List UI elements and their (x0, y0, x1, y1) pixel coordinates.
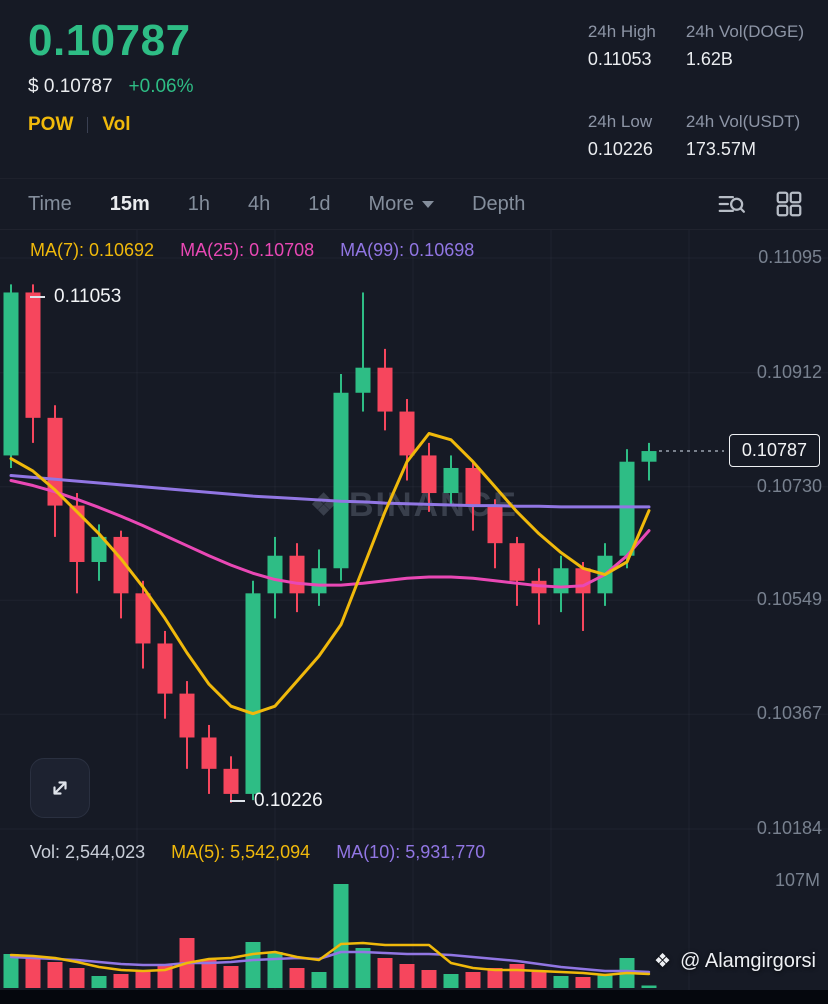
stats-grid: 24h High 0.11053 24h Vol(DOGE) 1.62B 24h… (588, 22, 804, 178)
volume-legend: Vol: 2,544,023 MA(5): 5,542,094 MA(10): … (30, 842, 485, 863)
more-dropdown[interactable]: More (368, 192, 435, 216)
fiat-price: $ 0.10787 (28, 76, 113, 98)
ma99-legend: MA(99): 0.10698 (340, 240, 475, 260)
volume-current: Vol: 2,544,023 (30, 842, 146, 862)
last-price-tag: 0.10787 (728, 434, 820, 468)
price-change: +0.06% (128, 76, 194, 98)
ma-legend: MA(7): 0.10692 MA(25): 0.10708 MA(99): 0… (30, 240, 474, 261)
price-block: 0.10787 $ 0.10787 +0.06% POW Vol (28, 16, 194, 178)
annotation-tick (230, 800, 245, 802)
price-chart[interactable]: ❖ BINANCE MA(7): 0.10692 MA(25): 0.10708… (0, 230, 828, 840)
last-price: 0.10787 (28, 16, 191, 65)
volume-axis-label: 107M (774, 870, 820, 890)
timeframe-toolbar: Time 15m 1h 4h 1d More Depth (0, 178, 828, 230)
ticker-header: 0.10787 $ 0.10787 +0.06% POW Vol 24h Hig… (0, 0, 828, 178)
signature-watermark-text: @ Alamgirgorsi (680, 950, 816, 972)
low-annotation-value: 0.10226 (254, 790, 323, 811)
stat-value: 1.62B (685, 49, 733, 69)
stat-label: 24h High (587, 22, 656, 41)
ma25-legend: MA(25): 0.10708 (180, 240, 315, 260)
pow-tag[interactable]: POW (28, 114, 74, 136)
stat-24h-low: 24h Low 0.10226 (588, 112, 656, 178)
stat-value: 0.11053 (587, 49, 652, 69)
more-label: More (368, 192, 415, 215)
indicator-settings-icon[interactable] (716, 189, 746, 219)
stat-value: 173.57M (685, 139, 756, 159)
high-annotation-value: 0.11053 (54, 286, 122, 307)
stat-24h-high: 24h High 0.11053 (588, 22, 656, 88)
vol-tag[interactable]: Vol (102, 114, 131, 136)
low-annotation: 0.10226 (230, 790, 323, 812)
tab-1h[interactable]: 1h (187, 192, 210, 215)
tab-15m[interactable]: 15m (109, 192, 150, 215)
ma7-legend: MA(7): 0.10692 (30, 240, 155, 260)
expand-arrows-icon (53, 781, 67, 795)
stat-label: 24h Low (587, 112, 653, 131)
volume-ma5-legend: MA(5): 5,542,094 (171, 842, 311, 862)
stat-24h-vol-usdt: 24h Vol(USDT) 173.57M (686, 112, 804, 178)
stat-label: 24h Vol(USDT) (685, 112, 801, 131)
volume-chart[interactable]: Vol: 2,544,023 MA(5): 5,542,094 MA(10): … (0, 840, 828, 990)
tab-1d[interactable]: 1d (308, 192, 331, 215)
volume-ma10-legend: MA(10): 5,931,770 (336, 842, 486, 862)
high-annotation: 0.11053 (30, 286, 121, 308)
annotation-tick (30, 296, 45, 298)
stat-value: 0.10226 (587, 139, 653, 159)
grid-layout-icon[interactable] (774, 189, 804, 219)
stat-label: 24h Vol(DOGE) (685, 22, 804, 41)
tab-depth[interactable]: Depth (472, 192, 526, 215)
chevron-down-icon (422, 200, 435, 208)
stat-24h-vol-doge: 24h Vol(DOGE) 1.62B (686, 22, 804, 88)
tag-divider (87, 117, 89, 134)
binance-diamond-icon: ❖ (654, 951, 672, 972)
signature-watermark: ❖ @ Alamgirgorsi (654, 950, 816, 973)
candlestick-canvas[interactable] (0, 230, 828, 840)
volume-canvas[interactable] (0, 840, 828, 990)
fullscreen-expand-button[interactable] (30, 758, 90, 818)
tab-4h[interactable]: 4h (247, 192, 271, 215)
time-axis-strip (0, 990, 828, 1004)
tab-time[interactable]: Time (28, 192, 72, 215)
